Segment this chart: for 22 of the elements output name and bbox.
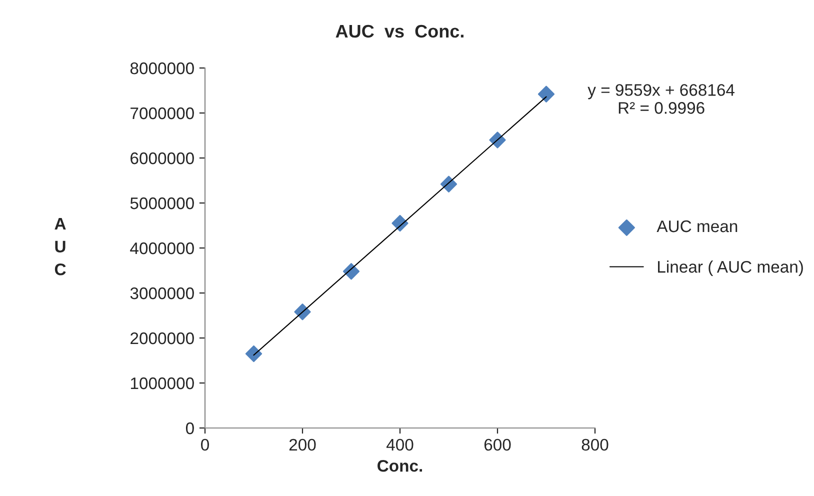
x-tick-label: 400 bbox=[386, 438, 414, 451]
legend-label: Linear ( AUC mean) bbox=[658, 260, 803, 276]
y-tick-label: 1000000 bbox=[130, 377, 194, 390]
y-tick-label: 4000000 bbox=[130, 242, 194, 254]
point bbox=[245, 345, 262, 362]
x-tick-label: 200 bbox=[289, 438, 316, 451]
y-axis-title: AUC bbox=[54, 218, 66, 276]
x-tick-label: 0 bbox=[201, 438, 209, 451]
y-tick-label: 6000000 bbox=[130, 152, 194, 164]
y-tick-label: 2000000 bbox=[130, 332, 194, 344]
y-tick-label: 5000000 bbox=[130, 197, 194, 210]
y-tick-label: 0 bbox=[186, 422, 194, 434]
legend-label: AUC mean bbox=[656, 220, 738, 232]
x-axis-title: Conc. bbox=[378, 460, 422, 472]
y-tick-label: 7000000 bbox=[130, 107, 194, 120]
x-tick-label: 800 bbox=[582, 438, 608, 451]
y-tick-label: 8000000 bbox=[130, 62, 194, 74]
x-tick-label: 600 bbox=[484, 438, 511, 451]
y-tick-label: 3000000 bbox=[130, 287, 194, 300]
annotation: y = 9559x + 668164 R² = 0.9996 bbox=[588, 84, 734, 114]
point bbox=[538, 86, 555, 102]
chart-title: AUC vs Conc. bbox=[336, 24, 464, 38]
